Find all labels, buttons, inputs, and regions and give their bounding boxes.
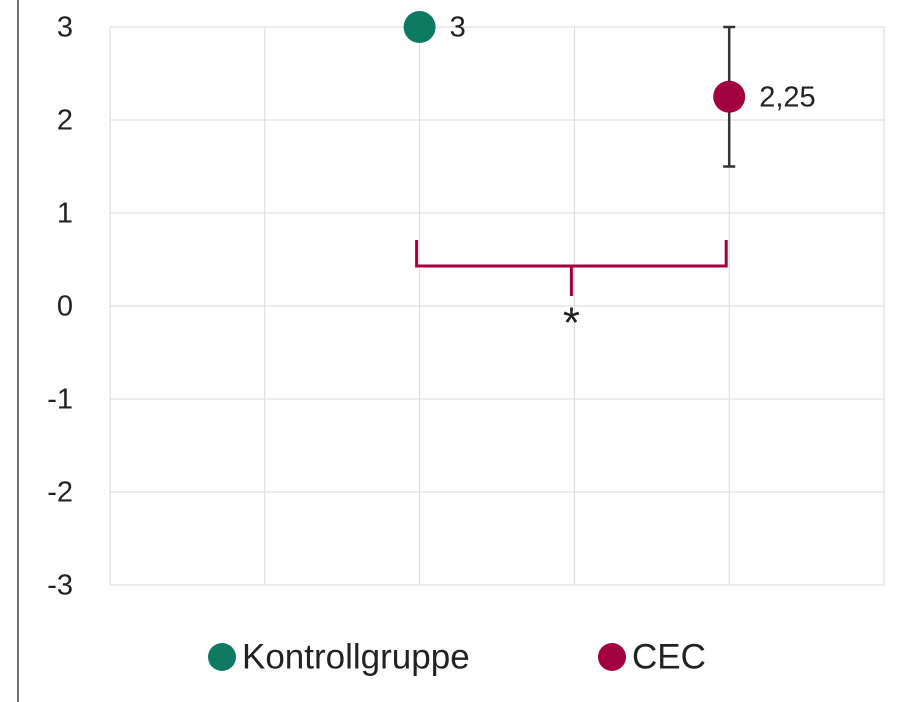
legend-label: CEC [632,637,706,676]
y-tick-label: 1 [57,198,73,230]
legend-marker [598,643,626,671]
point [713,80,746,113]
y-tick-label: -1 [47,384,73,416]
y-tick-label: 3 [57,12,73,44]
y-tick-label: -3 [47,570,73,602]
y-tick-label: -2 [47,477,73,509]
y-tick-label: 0 [57,291,73,323]
significance-bracket [415,240,728,296]
data-label: 3 [450,12,466,44]
legend-marker [208,643,236,671]
data-label: 2,25 [759,81,815,113]
point [403,11,436,43]
y-tick-label: 2 [57,105,73,137]
significance-label: * [563,299,580,348]
legend-label: Kontrollgruppe [242,637,470,676]
